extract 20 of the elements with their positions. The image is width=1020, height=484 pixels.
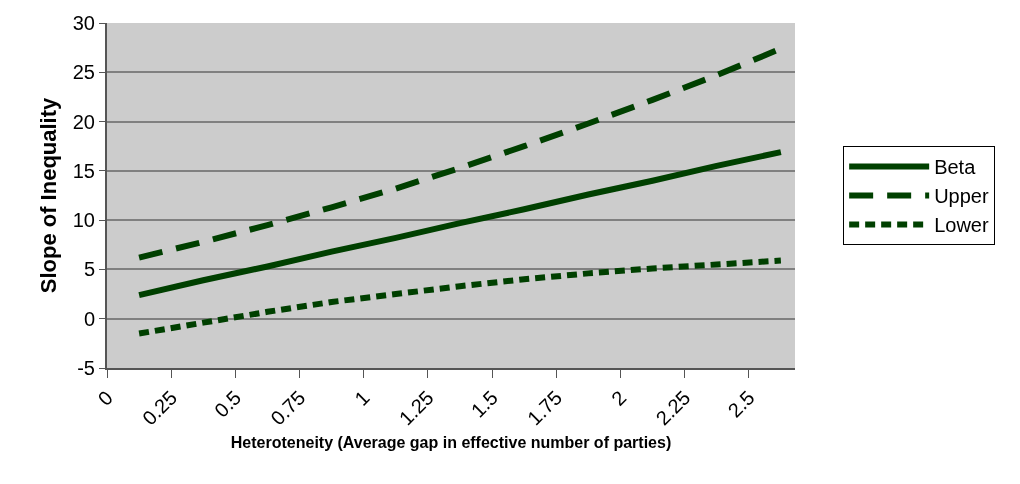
x-tick-label: 1 [350, 386, 374, 410]
y-tick-label: 30 [72, 12, 95, 34]
x-tick-label: 0.75 [266, 386, 310, 430]
x-tick-label: 2 [606, 386, 631, 410]
y-tick-label: -5 [77, 357, 95, 379]
x-tick-label: 0.25 [137, 386, 182, 430]
x-tick-label: 0.5 [210, 386, 246, 422]
x-tick-label: 1.5 [466, 386, 502, 422]
y-tick-label: 0 [83, 307, 95, 330]
legend-label: Beta [934, 156, 977, 179]
x-axis-title: Heteroteneity (Average gap in effective number of parties) [230, 433, 672, 451]
legend-label: Lower [934, 214, 989, 237]
y-axis-title: Slope of Inequality [36, 96, 62, 294]
x-tick-label: 2.5 [723, 386, 759, 422]
y-tick-label: 10 [72, 209, 95, 232]
y-tick-label: 20 [72, 110, 95, 133]
legend-label: Upper [934, 185, 989, 208]
y-tick-label: 25 [72, 61, 95, 84]
y-tick-label: 5 [83, 258, 95, 281]
y-tick-label: 15 [72, 159, 95, 182]
